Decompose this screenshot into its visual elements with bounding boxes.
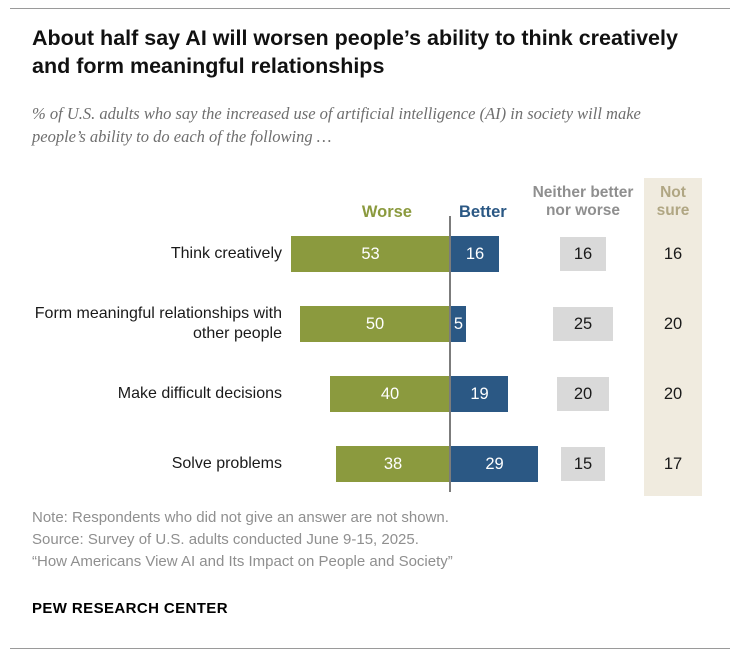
legend-neither-line2: nor worse xyxy=(545,202,621,220)
neither-box: 20 xyxy=(557,377,609,411)
not-sure-value: 20 xyxy=(663,384,683,403)
citation-line: “How Americans View AI and Its Impact on… xyxy=(32,553,453,570)
not-sure-value: 16 xyxy=(663,244,683,263)
neither-box: 16 xyxy=(560,237,606,271)
chart-title: About half say AI will worsen people’s a… xyxy=(32,26,678,79)
better-bar: 19 xyxy=(451,376,508,412)
source-line: Source: Survey of U.S. adults conducted … xyxy=(32,531,419,548)
better-bar: 16 xyxy=(451,236,499,272)
legend-not-sure: Not sure xyxy=(644,184,702,221)
legend-neither: Neither better nor worse xyxy=(516,184,650,221)
category-label: Solve problems xyxy=(171,455,282,472)
not-sure-value: 17 xyxy=(663,454,683,473)
neither-box: 25 xyxy=(553,307,613,341)
chart-subtitle: % of U.S. adults who say the increased u… xyxy=(32,104,641,147)
pew-research-center-wordmark: PEW RESEARCH CENTER xyxy=(32,600,228,617)
bottom-divider xyxy=(10,648,730,649)
legend-not-sure-line2: sure xyxy=(656,202,690,220)
category-label: Form meaningful relationships with other… xyxy=(34,305,282,342)
not-sure-value: 20 xyxy=(663,314,683,333)
legend-worse: Worse xyxy=(361,203,412,221)
worse-bar: 53 xyxy=(291,236,450,272)
not-sure-column-background xyxy=(644,178,702,496)
category-label: Think creatively xyxy=(170,245,282,262)
worse-bar: 38 xyxy=(336,446,450,482)
category-label: Make difficult decisions xyxy=(117,385,282,402)
legend-neither-line1: Neither better xyxy=(532,184,634,201)
better-bar: 5 xyxy=(451,306,466,342)
neither-box: 15 xyxy=(561,447,605,481)
zero-axis-line xyxy=(449,216,451,492)
worse-bar: 40 xyxy=(330,376,450,412)
better-bar: 29 xyxy=(451,446,538,482)
worse-bar: 50 xyxy=(300,306,450,342)
legend-not-sure-line1: Not xyxy=(660,184,686,201)
top-divider xyxy=(10,8,730,9)
note-line: Note: Respondents who did not give an an… xyxy=(32,509,449,526)
legend-better: Better xyxy=(459,203,507,221)
